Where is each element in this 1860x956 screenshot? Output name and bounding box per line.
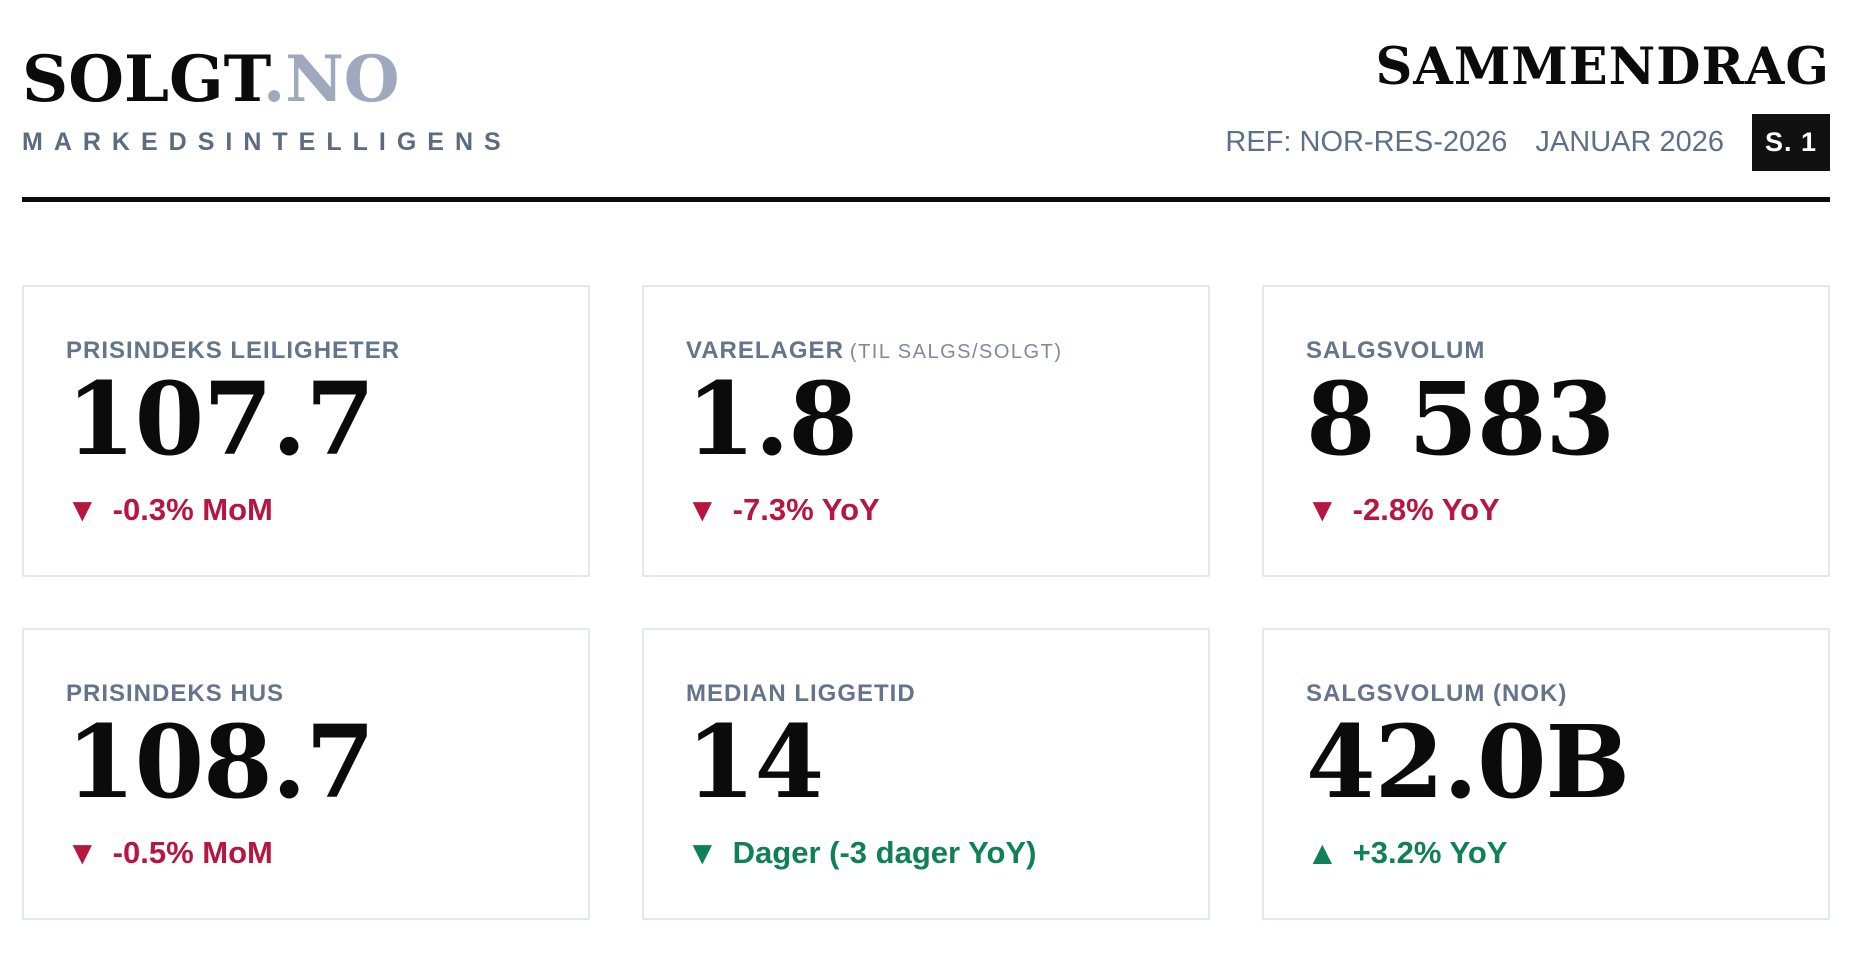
kpi-label: SALGSVOLUM [1306,337,1798,366]
kpi-label-text: VARELAGER [686,337,844,364]
kpi-delta-text: -0.3% MoM [112,491,273,527]
brand-tagline: MARKEDSINTELLIGENS [22,128,512,156]
triangle-down-icon: ▼ [66,491,99,529]
page-title: SAMMENDRAG [1375,37,1830,97]
kpi-delta: ▲ +3.2% YoY [1306,835,1798,871]
kpi-value: 8 583 [1306,359,1615,478]
kpi-value: 107.7 [66,359,375,478]
kpi-value: 14 [686,702,824,821]
kpi-label: SALGSVOLUM (NOK) [1306,680,1798,709]
triangle-down-icon: ▼ [66,834,99,872]
brand-name-primary: SOLGT [22,42,263,117]
kpi-card-salgsvolum: SALGSVOLUM 8 583 ▼ -2.8% YoY [1262,285,1830,577]
kpi-label: MEDIAN LIGGETID [686,680,1178,709]
triangle-up-icon: ▲ [1306,834,1339,872]
kpi-label: PRISINDEKS LEILIGHETER [66,337,558,366]
kpi-label: PRISINDEKS HUS [66,680,558,709]
kpi-value: 1.8 [686,359,858,478]
triangle-down-icon: ▼ [686,834,719,872]
kpi-delta-text: -0.5% MoM [112,834,273,870]
kpi-value: 42.0B [1306,702,1630,821]
triangle-down-icon: ▼ [1306,491,1339,529]
kpi-delta: ▼ -0.5% MoM [66,835,558,871]
kpi-delta-text: +3.2% YoY [1352,834,1508,870]
report-ref: REF: NOR-RES-2026 [1225,126,1508,158]
triangle-down-icon: ▼ [686,491,719,529]
kpi-delta: ▼ -0.3% MoM [66,492,558,528]
kpi-label-text: MEDIAN LIGGETID [686,680,916,707]
kpi-card-varelager: VARELAGER (TIL SALGS/SOLGT) 1.8 ▼ -7.3% Y… [642,285,1210,577]
kpi-delta-text: Dager (-3 dager YoY) [732,834,1037,870]
kpi-card-prisindeks-hus: PRISINDEKS HUS 108.7 ▼ -0.5% MoM [22,628,590,920]
kpi-grid: PRISINDEKS LEILIGHETER 107.7 ▼ -0.3% MoM… [22,285,1830,920]
kpi-label-text: PRISINDEKS HUS [66,680,285,707]
kpi-delta: ▼ Dager (-3 dager YoY) [686,835,1178,871]
kpi-value: 108.7 [66,702,375,821]
kpi-delta: ▼ -2.8% YoY [1306,492,1798,528]
kpi-label-text: SALGSVOLUM (NOK) [1306,680,1568,707]
kpi-card-prisindeks-leiligheter: PRISINDEKS LEILIGHETER 107.7 ▼ -0.3% MoM [22,285,590,577]
header-right-block: SAMMENDRAG REF: NOR-RES-2026 JANUAR 2026… [1225,0,1830,171]
kpi-sublabel: (TIL SALGS/SOLGT) [849,341,1063,363]
kpi-delta-text: -7.3% YoY [732,491,880,527]
brand-name-secondary: .NO [263,42,400,117]
kpi-card-salgsvolum-nok: SALGSVOLUM (NOK) 42.0B ▲ +3.2% YoY [1262,628,1830,920]
kpi-delta-text: -2.8% YoY [1352,491,1500,527]
kpi-label-text: PRISINDEKS LEILIGHETER [66,337,401,364]
brand-block: SOLGT.NO MARKEDSINTELLIGENS [22,0,512,157]
report-date: JANUAR 2026 [1535,126,1724,158]
kpi-label-text: SALGSVOLUM [1306,337,1486,364]
kpi-card-median-liggetid: MEDIAN LIGGETID 14 ▼ Dager (-3 dager YoY… [642,628,1210,920]
kpi-label: VARELAGER (TIL SALGS/SOLGT) [686,337,1178,366]
kpi-delta: ▼ -7.3% YoY [686,492,1178,528]
brand-logo: SOLGT.NO [22,48,512,112]
report-meta-row: REF: NOR-RES-2026 JANUAR 2026 S. 1 [1225,114,1830,171]
page-number-badge: S. 1 [1752,114,1830,171]
report-header: SOLGT.NO MARKEDSINTELLIGENS SAMMENDRAG R… [22,0,1830,202]
